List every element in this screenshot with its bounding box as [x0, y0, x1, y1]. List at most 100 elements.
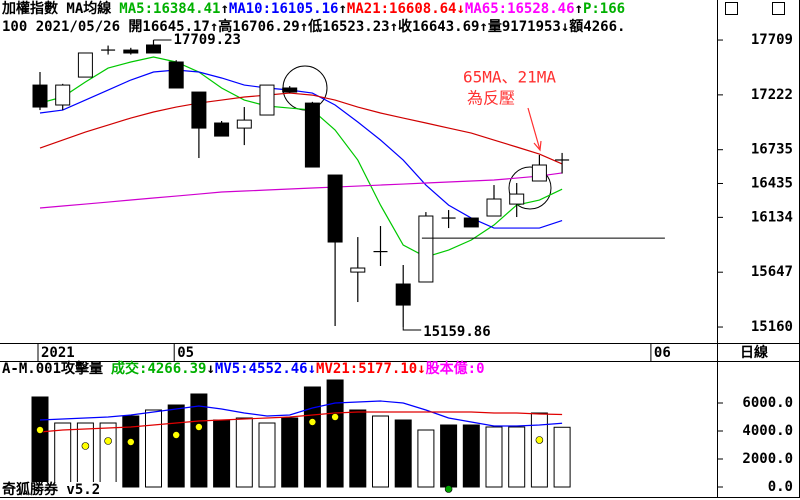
candle-body [486, 198, 502, 217]
header-item: MV5:4552.46 [215, 361, 308, 377]
volume-bar [394, 419, 412, 488]
ma-line [39, 172, 563, 209]
volume-bar [462, 424, 480, 488]
header-item: ↑ [338, 1, 346, 17]
footer: 奇狐勝券 v5.2 [2, 481, 100, 498]
candle-body [123, 49, 139, 54]
volume-bar [281, 417, 299, 488]
volume-bar [508, 426, 526, 488]
footer-bg [0, 482, 118, 497]
candle-body [214, 122, 230, 137]
candle-body [531, 164, 547, 182]
candle-body [236, 119, 252, 129]
date-label: 2021 [41, 345, 75, 361]
header-row: A-M.001攻擊量 成交:4266.39 ↓ MV5:4552.46 ↓ MV21:51… [2, 360, 485, 377]
volume-bar [190, 393, 208, 488]
candle-body [395, 283, 411, 306]
volume-bar [326, 379, 344, 488]
candle-body [191, 91, 207, 129]
volume-marker [81, 442, 90, 450]
ma-line [39, 411, 563, 433]
candle-body [32, 84, 48, 108]
volume-bar [485, 426, 503, 488]
label-leader [402, 327, 422, 331]
volume-bar [31, 396, 49, 488]
header-item: A-M.001攻擊量 [2, 360, 103, 377]
candle-body [327, 174, 343, 243]
volume-marker [444, 485, 453, 493]
header-item: ↓ [456, 1, 464, 17]
candle-body [463, 217, 479, 228]
highlight-circle [508, 166, 552, 210]
volume-marker [195, 423, 203, 431]
high-label: 17709.23 [174, 32, 241, 48]
callout-text: 65MA、21MA [463, 68, 556, 87]
header-item: MA21:16608.64 [347, 1, 457, 17]
volume-bar [553, 426, 571, 488]
candle-body [259, 84, 275, 116]
header-item: MV21:5177.10 [316, 361, 417, 377]
volume-bar [122, 415, 140, 488]
candle-body [282, 87, 298, 93]
candle-body [418, 215, 434, 283]
volume-marker [36, 426, 44, 434]
header-item: 100 2021/05/26 開16645.17↑高16706.29↑低1652… [2, 18, 625, 35]
low-label: 15159.86 [423, 324, 490, 340]
volume-marker [104, 437, 112, 445]
y-tick-label: 16134 [751, 209, 793, 225]
header-item: MA10:16105.16 [229, 1, 339, 17]
volume-bar [440, 424, 458, 488]
volume-marker [172, 431, 180, 439]
volume-marker [535, 436, 544, 444]
candle-body [304, 102, 320, 168]
callout-arrow [527, 107, 542, 152]
header-item: MA5:16384.41 [119, 1, 220, 17]
y-tick-label: 16435 [751, 175, 793, 191]
header-item: ↓ [308, 361, 316, 377]
window-icon[interactable] [725, 2, 738, 15]
volume-bar [167, 404, 185, 488]
date-label: 06 [654, 345, 671, 361]
volume-bar [349, 409, 367, 488]
header-item: 加權指數 MA均線 [1, 0, 111, 17]
arrow-head [533, 140, 542, 152]
header-item: 成交:4266.39 [111, 360, 206, 377]
y-tick-label: 17709 [751, 32, 793, 48]
candle-body [509, 193, 525, 205]
volume-bar [76, 422, 94, 488]
y-tick-label: 2000.0 [742, 451, 793, 467]
candle-body [146, 44, 161, 54]
window-icon[interactable] [772, 2, 785, 15]
callout-text: 為反壓 [467, 89, 515, 108]
volume-bar [530, 412, 548, 488]
header-item: ↑ [575, 1, 583, 17]
volume-marker [308, 418, 317, 426]
header-row: 100 2021/05/26 開16645.17↑高16706.29↑低1652… [2, 18, 625, 35]
volume-bar [303, 386, 321, 488]
ma-line [39, 56, 563, 258]
candle-body [77, 52, 93, 78]
y-tick-label: 0.0 [768, 479, 793, 495]
volume-marker [331, 413, 339, 421]
volume-bar [145, 409, 162, 488]
volume-marker [127, 438, 135, 446]
header-row: 加權指數 MA均線 MA5:16384.41 ↑ MA10:16105.16 ↑ MA21… [1, 0, 625, 17]
y-tick-label: 15647 [751, 264, 793, 280]
header-item: ↓ [417, 361, 425, 377]
candle-body [350, 267, 366, 273]
date-label: 05 [177, 345, 194, 361]
arrow-shaft [527, 107, 541, 151]
ma-line [39, 400, 563, 427]
period-label: 日線 [740, 344, 768, 361]
y-tick-label: 4000.0 [742, 423, 793, 439]
y-tick-label: 6000.0 [742, 395, 793, 411]
y-tick-label: 16735 [751, 142, 793, 158]
volume-bar [258, 422, 276, 488]
ma-line [39, 92, 563, 165]
candle-body [55, 84, 71, 106]
y-tick-label: 15160 [751, 319, 793, 335]
volume-bar [372, 415, 389, 488]
volume-bar [99, 422, 117, 488]
